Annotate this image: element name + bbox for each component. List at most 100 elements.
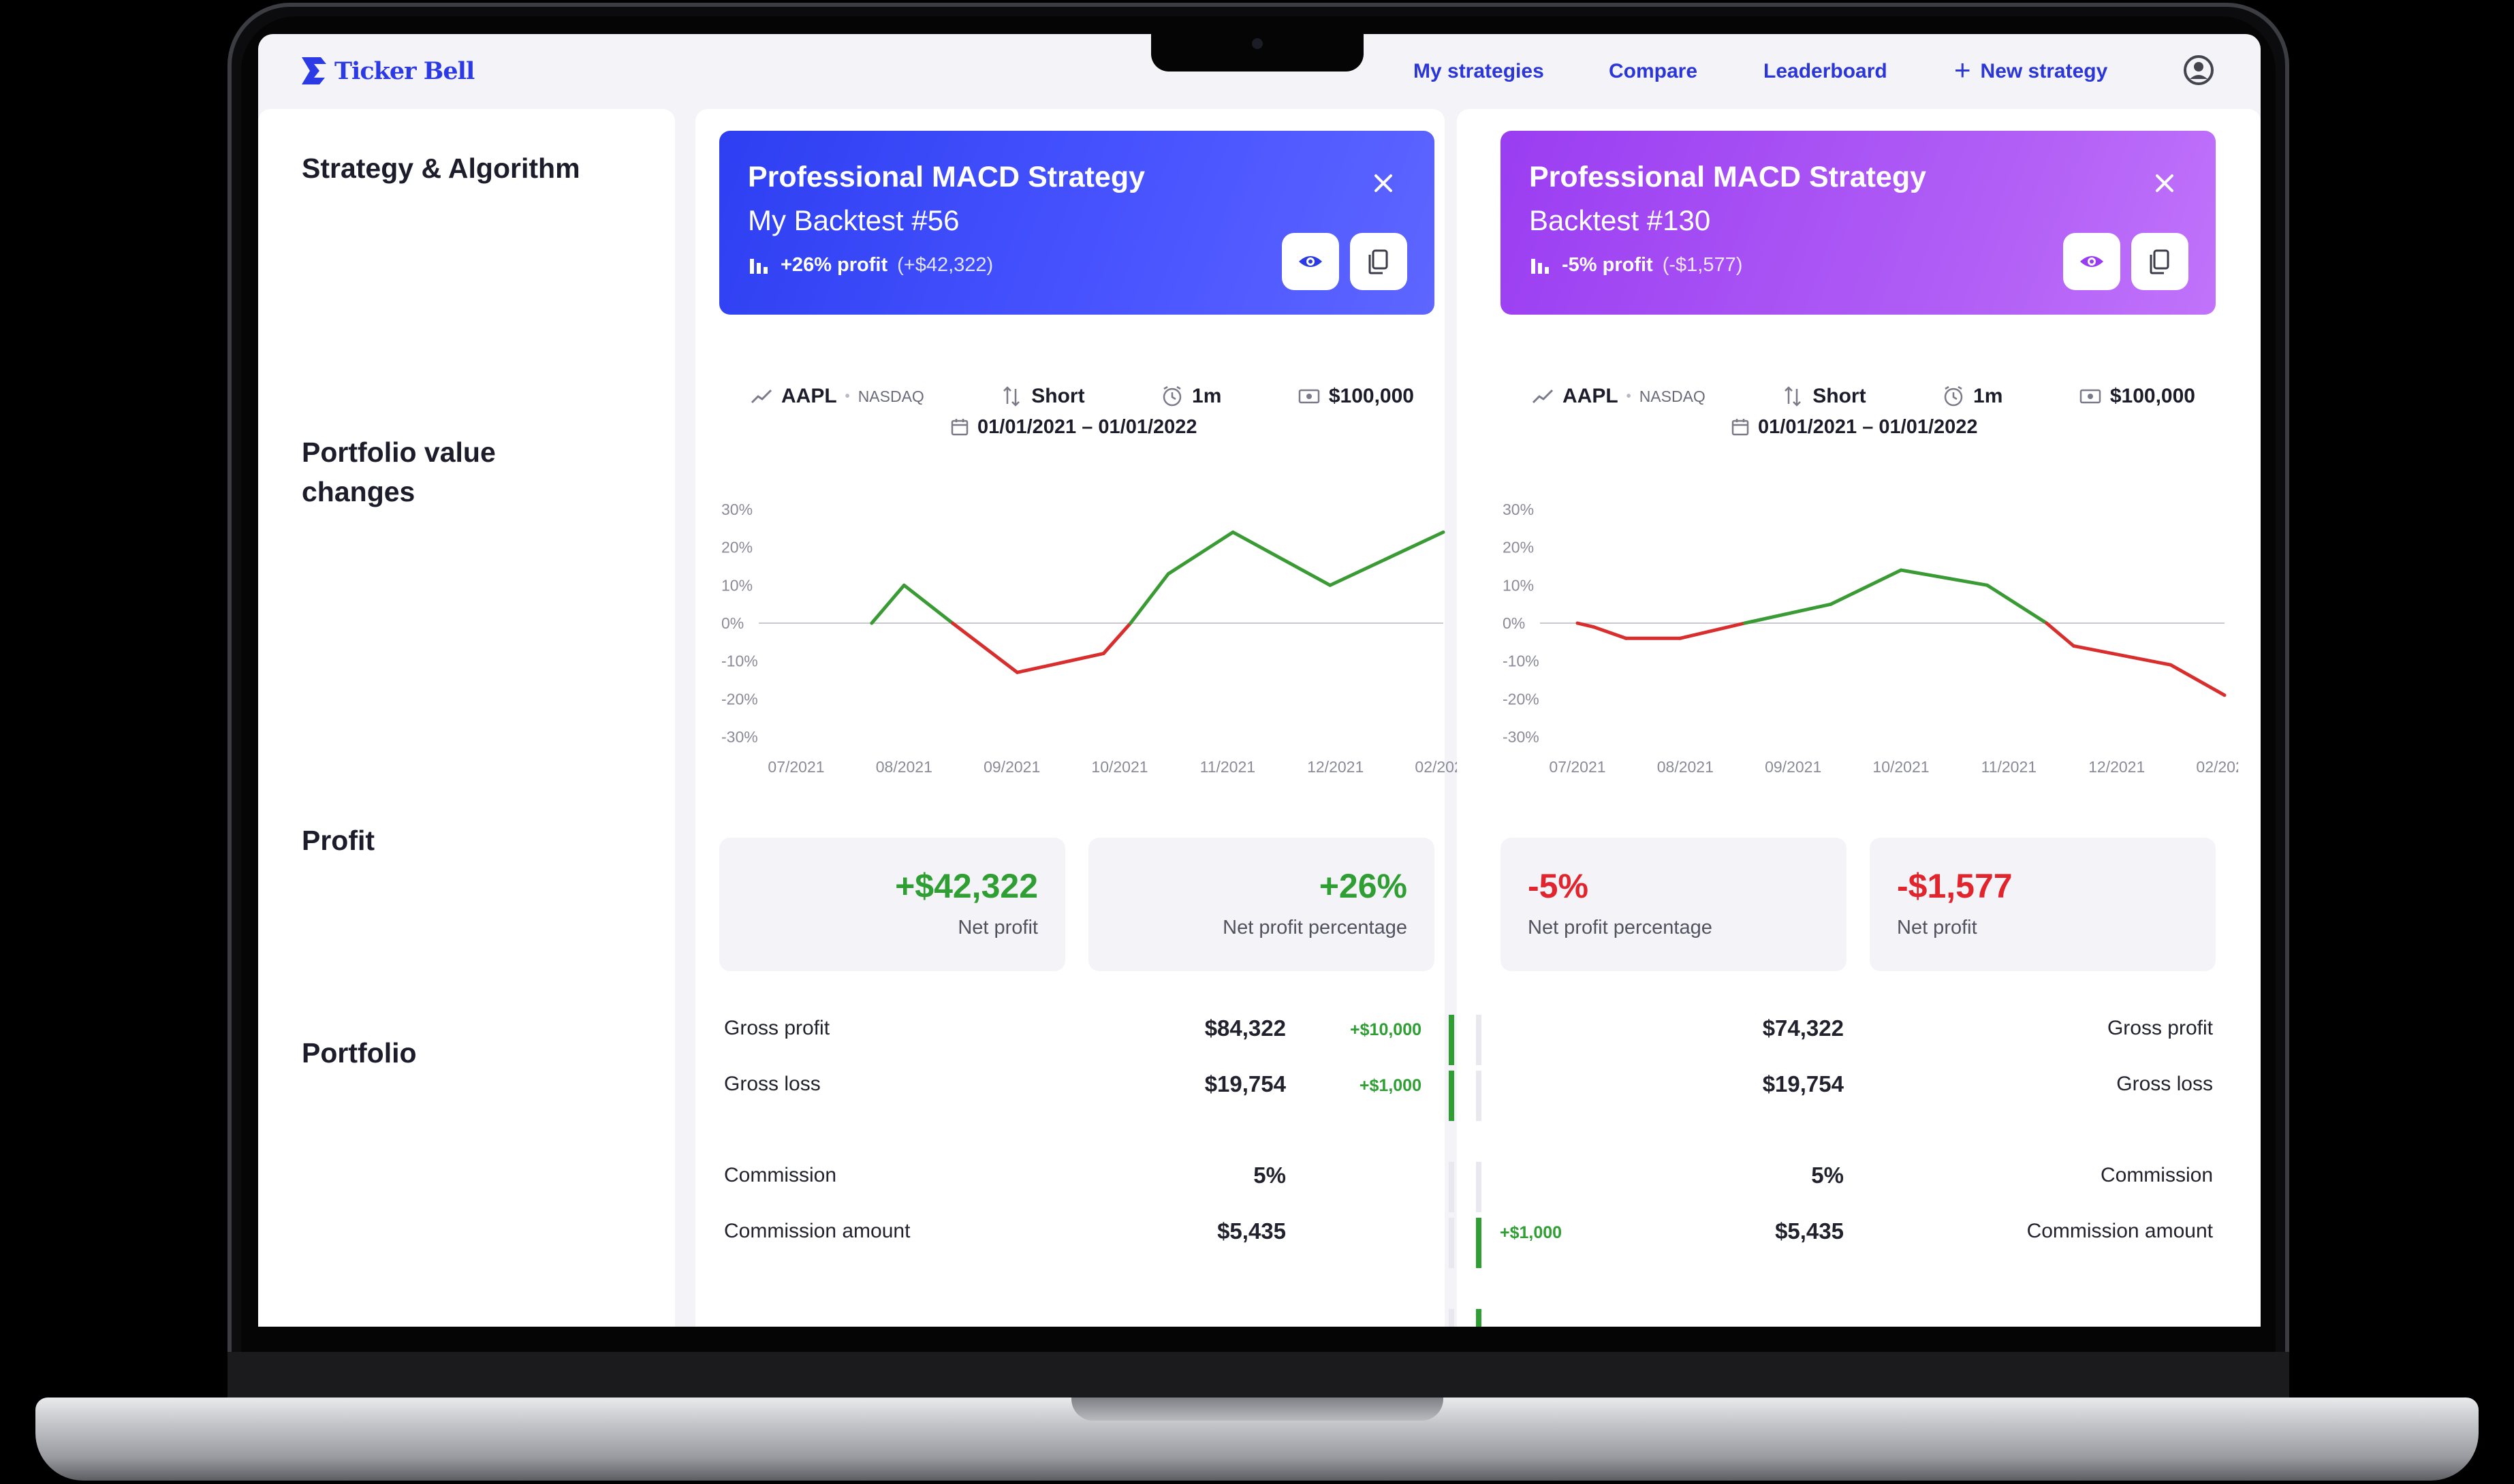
commission-value: 5%	[1253, 1163, 1286, 1188]
copy-button[interactable]	[2131, 233, 2188, 290]
gross-profit-label: Gross profit	[724, 1017, 830, 1039]
series-line-segment	[1328, 530, 1445, 587]
series-line-segment	[1678, 621, 1746, 640]
backtest-name: My Backtest #56	[748, 204, 960, 236]
gross-profit-bar-2	[1476, 1015, 1481, 1065]
section-label-portfolio-changes: Portfolio value changes	[302, 437, 496, 507]
net-profit-pct-value: -5%	[1528, 867, 1588, 905]
capital-param: $100,000	[2079, 385, 2195, 408]
gross-loss-label: Gross loss	[2116, 1073, 2213, 1095]
sort-arrows-icon	[1003, 386, 1020, 407]
series-line-segment	[1985, 583, 2049, 625]
series-line-segment	[2169, 663, 2227, 697]
profit-percent: -5% profit	[1562, 253, 1653, 276]
y-tick-label: -20%	[1503, 690, 1539, 708]
ticker-symbol: AAPL	[1562, 385, 1618, 407]
series-line-segment	[1016, 652, 1105, 674]
view-button[interactable]	[2063, 233, 2120, 290]
series-line-segment	[902, 583, 955, 625]
section-label-profit: Profit	[302, 825, 375, 856]
net-profit-value: -$1,577	[1897, 867, 2013, 905]
profit-percent: +26% profit	[781, 253, 888, 276]
nav-leaderboard[interactable]: Leaderboard	[1763, 60, 1887, 82]
capital-value: $100,000	[2109, 385, 2195, 407]
separator-dot: •	[1626, 388, 1631, 404]
x-tick-label: 02/2022	[1415, 758, 1457, 776]
series-line-segment	[870, 583, 906, 625]
interval-param: 1m	[1161, 385, 1221, 408]
copy-button[interactable]	[1350, 233, 1407, 290]
close-icon[interactable]	[2153, 172, 2176, 195]
profit-summary: +26% profit (+$42,322)	[748, 253, 993, 277]
app-logo[interactable]: Ticker Bell	[300, 53, 475, 89]
nav-my-strategies[interactable]: My strategies	[1413, 60, 1544, 82]
series-line-segment	[951, 621, 1020, 674]
section-label-strategy: Strategy & Algorithm	[302, 153, 580, 184]
copy-icon	[1368, 249, 1388, 274]
banknote-icon	[2079, 389, 2101, 404]
gross-loss-label: Gross loss	[724, 1073, 821, 1095]
nav-compare[interactable]: Compare	[1609, 60, 1698, 82]
strategy-title: Professional MACD Strategy	[748, 161, 1146, 193]
trend-line-icon	[1532, 389, 1554, 404]
strategy-params-2: AAPL • NASDAQ Short 1m $100,000	[1500, 381, 2216, 411]
y-tick-label: 20%	[721, 539, 753, 556]
copy-icon	[2150, 249, 2169, 274]
sort-arrows-icon	[1785, 386, 1802, 407]
gross-profit-bar-1	[1449, 1015, 1454, 1065]
bar-chart-icon	[750, 259, 768, 274]
net-profit-label: Net profit	[958, 917, 1038, 938]
laptop-chin	[227, 1352, 2289, 1400]
close-icon[interactable]	[1372, 172, 1395, 195]
x-tick-label: 08/2021	[1657, 758, 1714, 776]
portfolio-value-chart-1: 30% 20% 10% 0% -10% -20% -30% 07/2021 08/2021 09/…	[721, 501, 1457, 776]
strategy-params-1: AAPL • NASDAQ Short 1m $100,000	[719, 381, 1434, 411]
series-line-segment	[1575, 621, 1596, 629]
date-range-2: 01/01/2021 – 01/01/2022	[1731, 413, 1978, 441]
commission-amount-label: Commission amount	[2026, 1220, 2213, 1242]
direction-value: Short	[1812, 385, 1866, 407]
date-range-value: 01/01/2021 – 01/01/2022	[1758, 415, 1978, 438]
bar-chart-icon	[1531, 259, 1549, 274]
eye-icon	[1299, 256, 1322, 267]
commission-amount-bar-1	[1449, 1218, 1454, 1268]
plus-icon: +	[1954, 54, 1971, 86]
net-profit-value: +$42,322	[895, 867, 1038, 905]
y-tick-label: -30%	[1503, 728, 1539, 746]
new-strategy-button[interactable]: + New strategy	[1954, 54, 2107, 89]
series-line-segment	[2071, 644, 2173, 667]
row-labels-panel	[258, 109, 675, 1327]
exchange-name: NASDAQ	[858, 387, 924, 405]
backtest-name: Backtest #130	[1529, 204, 1711, 236]
trend-line-icon	[751, 389, 772, 404]
series-line-segment	[1101, 621, 1133, 656]
strategy-title: Professional MACD Strategy	[1529, 161, 1927, 193]
direction-param: Short	[1781, 385, 1866, 408]
ticker-param: AAPL • NASDAQ	[750, 385, 924, 408]
x-tick-label: 07/2021	[768, 758, 824, 776]
series-line-segment	[1829, 568, 1903, 606]
commission-amount-delta: +$1,000	[1500, 1223, 1562, 1242]
ticker-bell-logo-icon	[302, 57, 326, 84]
x-tick-label: 02/2022	[2196, 758, 2238, 776]
series-line-segment	[2045, 621, 2075, 648]
camera-icon	[1252, 38, 1263, 49]
y-tick-label: -20%	[721, 690, 758, 708]
gross-loss-bar-1	[1449, 1071, 1454, 1121]
series-line-segment	[1166, 530, 1235, 576]
series-line-segment	[1231, 530, 1332, 587]
interval-value: 1m	[1973, 385, 2003, 407]
x-tick-label: 11/2021	[1981, 758, 2037, 776]
gross-loss-delta: +$1,000	[1359, 1076, 1421, 1095]
user-circle-icon[interactable]	[2183, 54, 2214, 86]
interval-value: 1m	[1192, 385, 1222, 407]
y-tick-label: 30%	[721, 501, 753, 518]
alarm-clock-icon	[1163, 385, 1182, 407]
app-screen: Ticker Bell My strategies Compare Leader…	[258, 34, 2261, 1327]
commission-label: Commission	[2100, 1164, 2213, 1186]
portfolio-value-chart-2: 30% 20% 10% 0% -10% -20% -30% 07/2021 08/2021 09/…	[1503, 501, 2238, 776]
commission-value: 5%	[1811, 1163, 1844, 1188]
view-button[interactable]	[1282, 233, 1339, 290]
y-tick-label: 20%	[1503, 539, 1534, 556]
capital-value: $100,000	[1328, 385, 1414, 407]
